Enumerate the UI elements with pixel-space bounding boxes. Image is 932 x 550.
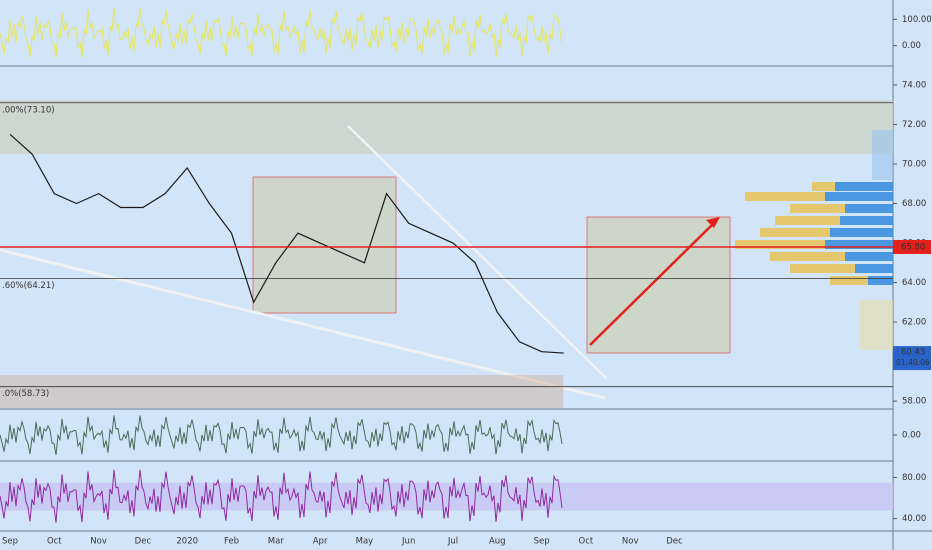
y-tick-label: 80.00	[902, 473, 926, 483]
profile-bar	[790, 264, 860, 273]
profile-bar	[872, 130, 893, 180]
y-tick-label: 0.00	[902, 41, 921, 51]
volume-area	[0, 375, 563, 408]
y-tick-label: 74.00	[902, 80, 926, 90]
profile-bar	[745, 192, 825, 201]
arrow-head	[706, 217, 720, 228]
x-tick-label: Oct	[47, 537, 62, 547]
fib-label: .00%(73.10)	[2, 105, 55, 115]
price-tag-label: 65.80	[901, 242, 925, 252]
projection-arrow	[589, 221, 716, 346]
profile-bar	[735, 240, 830, 249]
profile-bar	[790, 204, 850, 213]
last-price-tag	[893, 346, 931, 371]
x-tick-label: Nov	[90, 537, 107, 547]
trend-line	[347, 125, 607, 379]
indicator-band	[0, 482, 893, 511]
x-tick-label: Jun	[401, 537, 415, 547]
profile-bar	[760, 228, 835, 237]
volume-profile	[735, 130, 893, 350]
x-tick-label: Apr	[313, 537, 328, 547]
y-tick-label: 70.00	[902, 160, 926, 170]
price-line	[9, 133, 564, 354]
x-tick-label: Dec	[666, 537, 683, 547]
x-tick-label: 2020	[176, 537, 198, 547]
x-tick-label: Feb	[224, 537, 239, 547]
x-tick-label: Sep	[534, 537, 550, 547]
profile-bar	[835, 182, 893, 191]
y-tick-label: 64.00	[902, 278, 926, 288]
profile-bar	[770, 252, 850, 261]
fib-label: .0%(58.73)	[2, 389, 49, 399]
projection-box	[586, 216, 731, 354]
indicator-trace	[0, 8, 563, 59]
indicator-trace	[0, 469, 563, 523]
x-tick-label: Aug	[489, 537, 506, 547]
profile-bar	[830, 228, 893, 237]
x-tick-label: Mar	[268, 537, 285, 547]
countdown-label: 01:40:06	[896, 358, 930, 367]
profile-bar	[868, 276, 893, 285]
profile-bar	[830, 276, 875, 285]
y-tick-label: 100.00	[902, 15, 932, 25]
y-tick-label: 68.00	[902, 199, 926, 209]
fib-label: .60%(64.21)	[2, 281, 55, 291]
x-tick-label: Dec	[135, 537, 152, 547]
profile-bar	[860, 300, 893, 350]
trend-line	[0, 248, 606, 400]
price-tag	[893, 239, 931, 254]
profile-bar	[855, 264, 893, 273]
x-tick-label: Nov	[622, 537, 639, 547]
profile-bar	[845, 252, 893, 261]
x-tick-label: Oct	[579, 537, 594, 547]
profile-bar	[840, 216, 893, 225]
profile-bar	[845, 204, 893, 213]
last-price-label: 60.43	[901, 348, 925, 358]
y-tick-label: 62.00	[902, 318, 926, 328]
x-tick-label: Jul	[447, 537, 458, 547]
y-tick-label: 58.00	[902, 397, 926, 407]
x-tick-label: Sep	[2, 537, 18, 547]
y-tick-label: 40.00	[902, 514, 926, 524]
profile-bar	[825, 192, 893, 201]
y-tick-label: 72.00	[902, 120, 926, 130]
fib-zone	[0, 100, 893, 154]
profile-bar	[775, 216, 845, 225]
indicator-trace	[0, 415, 563, 455]
profile-bar	[825, 240, 893, 249]
x-tick-label: May	[356, 537, 374, 547]
y-tick-label: 0.00	[902, 431, 921, 441]
